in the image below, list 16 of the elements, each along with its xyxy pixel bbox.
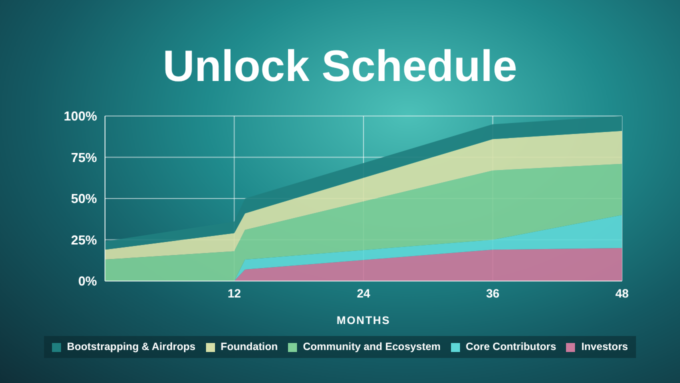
- x-tick-label: 36: [486, 286, 500, 301]
- y-tick-label: 0%: [78, 274, 98, 289]
- y-tick-label: 100%: [64, 108, 98, 124]
- legend-label: Community and Ecosystem: [302, 341, 441, 353]
- legend-label: Core Contributors: [466, 341, 556, 353]
- x-tick-label: 24: [356, 286, 370, 301]
- legend-label: Foundation: [220, 341, 278, 353]
- x-axis-title: MONTHS: [336, 315, 392, 327]
- legend-label: Investors: [581, 341, 628, 353]
- x-tick-label: 12: [228, 286, 242, 301]
- y-tick-label: 25%: [70, 232, 98, 248]
- y-tick-label: 75%: [70, 150, 98, 165]
- legend-label: Bootstrapping & Airdrops: [67, 341, 196, 353]
- y-tick-label: 50%: [70, 191, 98, 206]
- x-tick-label: 48: [615, 286, 629, 301]
- chart-title: Unlock Schedule: [162, 42, 518, 92]
